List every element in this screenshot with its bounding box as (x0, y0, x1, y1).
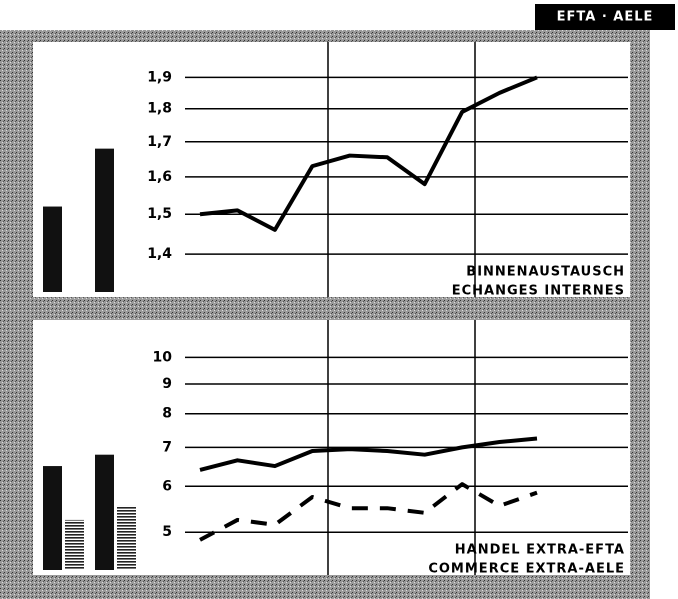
y-tick-label: 10 (153, 349, 173, 365)
y-tick-label: 5 (162, 524, 172, 540)
y-tick-label: 1,8 (147, 101, 172, 117)
y-tick-label: 1,5 (147, 206, 172, 222)
panel (33, 42, 630, 297)
annotation: COMMERCE EXTRA-AELE (428, 562, 625, 577)
bar (65, 519, 84, 570)
annotation: HANDEL EXTRA-EFTA (455, 543, 625, 558)
line-series (199, 436, 538, 472)
bar (95, 148, 114, 292)
line-series (199, 482, 538, 542)
y-tick-label: 1,9 (147, 69, 172, 85)
y-tick-label: 8 (162, 406, 172, 422)
badge-box (535, 4, 675, 30)
bar (43, 466, 62, 570)
bar (43, 206, 62, 292)
bar (117, 505, 136, 570)
y-tick-label: 6 (162, 478, 172, 494)
y-tick-label: 1,4 (147, 246, 172, 262)
badge: EFTA · AELE (557, 10, 654, 25)
line-series (199, 75, 538, 232)
annotation: BINNENAUSTAUSCH (466, 265, 625, 280)
annotation: ECHANGES INTERNES (452, 284, 625, 299)
y-tick-label: 7 (162, 439, 172, 455)
y-tick-label: 1,6 (147, 169, 172, 185)
y-tick-label: 9 (162, 376, 172, 392)
y-tick-label: 1,7 (147, 134, 172, 150)
bar (95, 454, 114, 570)
